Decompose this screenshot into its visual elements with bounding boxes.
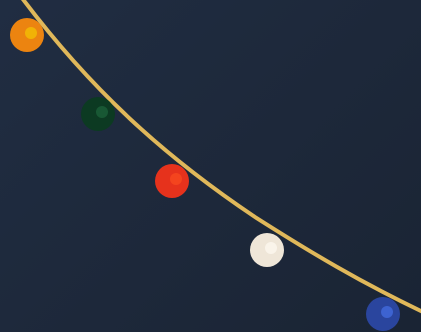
ball-track-path xyxy=(21,0,421,314)
ball-blue xyxy=(366,297,400,331)
ball-orange xyxy=(10,18,44,52)
ball-dark-green-highlight xyxy=(96,106,108,118)
ball-red-highlight xyxy=(170,173,182,185)
ball-dark-green xyxy=(81,97,115,131)
ball-cream xyxy=(250,233,284,267)
ball-cream-highlight xyxy=(265,242,277,254)
ball-blue-highlight xyxy=(381,306,393,318)
ball-chain xyxy=(10,18,400,331)
ball-red xyxy=(155,164,189,198)
ball-orange-highlight xyxy=(25,27,37,39)
